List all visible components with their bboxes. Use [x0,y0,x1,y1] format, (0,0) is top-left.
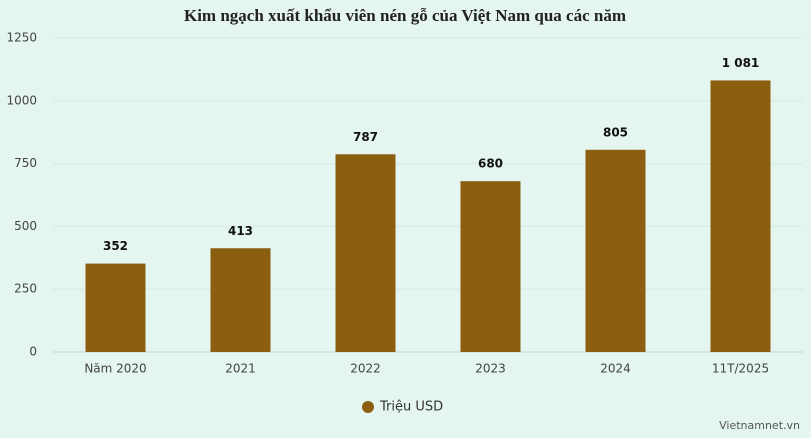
legend-label: Triệu USD [379,400,443,415]
value-label: 805 [603,125,628,139]
y-tick-label: 1250 [6,31,37,45]
bar [335,154,396,352]
chart-title: Kim ngạch xuất khẩu viên nén gỗ của Việt… [184,6,626,25]
x-tick-label: 2023 [475,362,506,376]
x-tick-label: Năm 2020 [84,362,146,376]
x-tick-label: 2022 [350,362,381,376]
source: Vietnamnet.vn [719,419,800,432]
bar [210,248,271,352]
y-tick-label: 500 [14,219,37,233]
y-tick-label: 1000 [6,93,37,107]
value-label: 1 081 [722,56,760,70]
y-tick-label: 250 [14,282,37,296]
x-tick-label: 2021 [225,362,256,376]
bar [710,80,771,353]
x-tick-label: 11T/2025 [712,362,769,376]
value-label: 352 [103,239,128,253]
value-label: 787 [353,130,378,144]
value-label: 680 [478,157,503,171]
bar [585,149,646,352]
y-tick-label: 0 [29,345,37,359]
legend-marker [362,401,374,413]
bar [460,181,521,352]
value-label: 413 [228,224,253,238]
bar [85,263,146,352]
x-tick-label: 2024 [600,362,631,376]
y-tick-label: 750 [14,156,37,170]
